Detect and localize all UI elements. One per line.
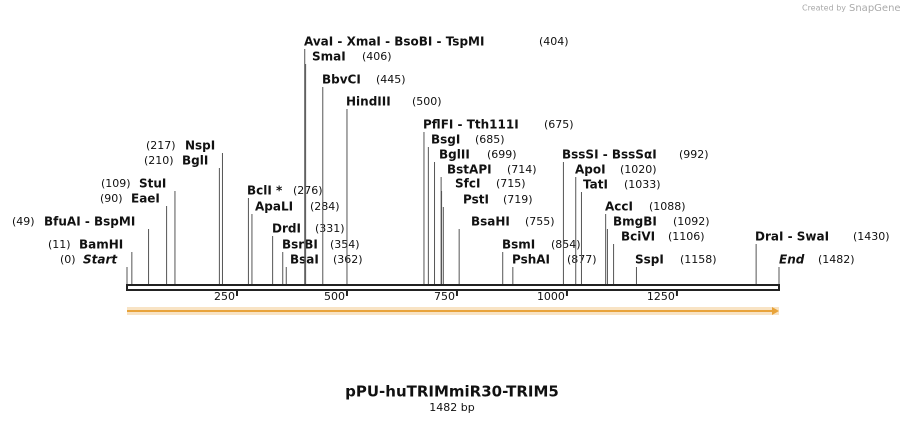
credit-prefix: Created by — [802, 4, 846, 13]
site-name: BamHI — [79, 238, 123, 252]
site-name: ApoI — [575, 163, 606, 177]
ruler-tick-label: 750 — [434, 290, 455, 303]
length-label: 1482 bp — [429, 401, 474, 414]
site-name: BglI — [182, 154, 208, 168]
site-name: NspI — [185, 139, 215, 153]
ruler-tick-label: 500 — [324, 290, 345, 303]
site-position: (354) — [330, 238, 360, 251]
site-position: (11) — [48, 238, 71, 251]
site-name: ApaLI — [255, 200, 293, 214]
site-position: (699) — [487, 148, 517, 161]
site-name: EaeI — [131, 192, 160, 206]
site-name: Start — [83, 253, 118, 267]
site-name: DraI - SwaI — [755, 230, 829, 244]
site-position: (90) — [100, 192, 123, 205]
site-position: (854) — [551, 238, 581, 251]
site-position: (1430) — [853, 230, 890, 243]
site-position: (217) — [146, 139, 176, 152]
site-position: (685) — [475, 133, 505, 146]
site-name: PstI — [463, 193, 489, 207]
site-position: (500) — [412, 95, 442, 108]
site-name: BclI * — [247, 184, 283, 198]
site-name: DrdI — [272, 222, 301, 236]
ruler — [126, 284, 780, 291]
site-position: (1092) — [673, 215, 710, 228]
site-position: (992) — [679, 148, 709, 161]
site-name: AvaI - XmaI - BsoBI - TspMI — [304, 35, 484, 49]
site-position: (276) — [293, 184, 323, 197]
site-position: (1020) — [620, 163, 657, 176]
site-position: (445) — [376, 73, 406, 86]
site-name: TatI — [583, 178, 608, 192]
site-position: (1106) — [668, 230, 705, 243]
site-position: (49) — [12, 215, 35, 228]
site-position: (109) — [101, 177, 131, 190]
site-name: BfuAI - BspMI — [44, 215, 135, 229]
site-position: (210) — [144, 154, 174, 167]
site-position: (755) — [525, 215, 555, 228]
site-name: End — [779, 253, 805, 267]
site-name: BsrBI — [282, 238, 318, 252]
feature-arrow-head — [772, 307, 779, 315]
site-position: (1088) — [649, 200, 686, 213]
site-name: PflFI - Tth111I — [423, 118, 519, 132]
site-position: (675) — [544, 118, 574, 131]
site-position: (362) — [333, 253, 363, 266]
site-name: BsmI — [502, 238, 535, 252]
site-name: SfcI — [455, 177, 480, 191]
map-title: pPU-huTRIMmiR30-TRIM5 — [345, 383, 559, 401]
site-name: BciVI — [621, 230, 655, 244]
site-position: (1482) — [818, 253, 855, 266]
site-name: BmgBI — [613, 215, 657, 229]
site-position: (331) — [315, 222, 345, 235]
site-name: HindIII — [346, 95, 391, 109]
site-name: BstAPI — [447, 163, 492, 177]
site-name: StuI — [139, 177, 166, 191]
site-name: BssSI - BssSαI — [562, 148, 657, 162]
site-position: (1158) — [680, 253, 717, 266]
site-position: (0) — [60, 253, 76, 266]
site-name: AccI — [605, 200, 633, 214]
credit-brand: SnapGene — [849, 3, 901, 14]
site-name: BbvCI — [322, 73, 361, 87]
site-position: (1033) — [624, 178, 661, 191]
ruler-tick-label: 1000 — [537, 290, 565, 303]
site-name: BglII — [439, 148, 470, 162]
site-name: BsgI — [431, 133, 460, 147]
ruler-tick-label: 1250 — [647, 290, 675, 303]
site-position: (284) — [310, 200, 340, 213]
ruler-tick-label: 250 — [214, 290, 235, 303]
site-name: SspI — [635, 253, 664, 267]
site-name: BsaHI — [471, 215, 510, 229]
site-position: (406) — [362, 50, 392, 63]
site-position: (715) — [496, 177, 526, 190]
site-position: (404) — [539, 35, 569, 48]
site-position: (719) — [503, 193, 533, 206]
site-position: (714) — [507, 163, 537, 176]
site-name: SmaI — [312, 50, 346, 64]
site-name: PshAI — [512, 253, 550, 267]
